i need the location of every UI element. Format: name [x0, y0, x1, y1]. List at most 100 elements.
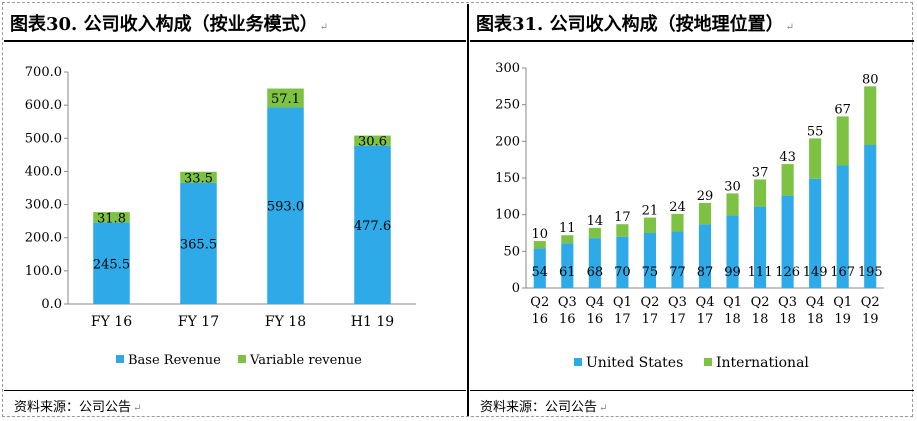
- legend-swatch: [238, 355, 246, 363]
- data-label: 195: [858, 265, 883, 280]
- x-tick-label: 18: [752, 312, 769, 327]
- bar-segment: [726, 215, 739, 288]
- x-tick-label: FY 18: [265, 314, 306, 330]
- title-rule: [470, 40, 914, 42]
- bar-segment: [864, 86, 877, 145]
- legend-label: International: [716, 355, 809, 371]
- y-tick-label: 300: [495, 61, 520, 76]
- bar-segment: [180, 182, 217, 304]
- bar-segment: [726, 193, 739, 216]
- source-note: 资料来源：公司公告 ↵: [14, 400, 142, 415]
- source-rule: [4, 390, 466, 391]
- data-label: 30: [724, 179, 741, 194]
- x-tick-label: Q4: [585, 295, 604, 310]
- data-label: 167: [830, 265, 855, 280]
- data-label: 43: [779, 150, 796, 165]
- data-label: 33.5: [184, 171, 213, 186]
- legend-label: Base Revenue: [128, 353, 221, 368]
- data-label: 111: [748, 265, 773, 280]
- x-tick-label: 16: [531, 312, 548, 327]
- bar-segment: [671, 213, 684, 232]
- bar-segment: [561, 243, 574, 288]
- data-label: 77: [669, 265, 686, 280]
- bar-segment: [698, 202, 712, 225]
- bar-segment: [93, 222, 130, 304]
- x-tick-label: Q3: [558, 295, 577, 310]
- y-tick-label: 500.0: [25, 131, 62, 146]
- x-tick-label: Q2: [751, 295, 770, 310]
- x-tick-label: 18: [779, 312, 796, 327]
- data-label: 57.1: [271, 92, 300, 107]
- bar-segment: [93, 212, 130, 223]
- data-label: 55: [807, 124, 824, 139]
- bar-segment: [354, 135, 391, 146]
- x-tick-label: 17: [614, 312, 631, 327]
- x-tick-label: 18: [807, 312, 824, 327]
- x-tick-label: H1 19: [351, 314, 394, 330]
- legend-swatch: [704, 358, 712, 366]
- data-label: 80: [862, 72, 879, 87]
- x-tick-label: 17: [697, 312, 714, 327]
- y-tick-label: 600.0: [25, 98, 62, 113]
- y-tick-label: 50: [503, 244, 520, 259]
- y-tick-label: 200.0: [25, 231, 62, 246]
- bar-segment: [561, 235, 574, 244]
- bar-segment: [616, 224, 629, 237]
- bar-segment: [698, 224, 712, 288]
- x-tick-label: 16: [587, 312, 604, 327]
- y-tick-label: 200: [495, 134, 520, 149]
- data-label: 61: [559, 265, 576, 280]
- data-label: 365.5: [180, 237, 217, 252]
- bar-segment: [754, 179, 767, 207]
- bar-segment: [588, 227, 601, 239]
- legend-label: Variable revenue: [249, 353, 362, 368]
- x-tick-label: Q2: [530, 295, 549, 310]
- bar-segment: [754, 206, 767, 288]
- y-tick-label: 700.0: [25, 65, 62, 80]
- bar-segment: [643, 233, 656, 288]
- data-label: 99: [724, 265, 741, 280]
- data-label: 37: [752, 165, 769, 180]
- y-tick-label: 100: [495, 208, 520, 223]
- y-tick-label: 250: [495, 98, 520, 113]
- y-tick-label: 400.0: [25, 164, 62, 179]
- x-tick-label: Q3: [778, 295, 797, 310]
- x-tick-label: 19: [862, 312, 879, 327]
- y-tick-label: 150: [495, 171, 520, 186]
- paragraph-mark-icon: ↵: [785, 22, 794, 33]
- data-label: 54: [531, 265, 548, 280]
- data-label: 68: [587, 265, 604, 280]
- bar-segment: [809, 138, 822, 179]
- bar-segment: [671, 231, 684, 288]
- paragraph-mark-icon: ↵: [133, 403, 142, 414]
- data-label: 31.8: [97, 211, 126, 226]
- data-label: 30.6: [358, 135, 387, 150]
- x-tick-label: Q1: [723, 295, 742, 310]
- revenue-by-geography-chart: 0 50 100 150 200 250 300 54 10 Q2 16 61 11 Q3 16 68 14 Q4…: [495, 61, 884, 371]
- x-tick-label: Q3: [668, 295, 687, 310]
- paragraph-mark-icon: ↵: [319, 22, 328, 33]
- x-tick-label: Q2: [640, 295, 659, 310]
- data-label: 126: [775, 265, 800, 280]
- x-tick-label: FY 17: [178, 314, 219, 330]
- x-tick-label: 18: [724, 312, 741, 327]
- bar-segment: [533, 241, 546, 249]
- x-tick-label: FY 16: [91, 314, 132, 330]
- legend-swatch: [116, 355, 124, 363]
- panel-title: 图表30. 公司收入构成（按业务模式） ↵: [10, 14, 328, 35]
- bar-segment: [781, 195, 794, 288]
- data-label: 70: [614, 265, 631, 280]
- paragraph-mark-icon: ↵: [599, 403, 608, 414]
- source-rule: [470, 390, 914, 391]
- data-label: 593.0: [267, 200, 304, 215]
- bar-segment: [267, 107, 304, 304]
- x-tick-label: Q1: [833, 295, 852, 310]
- bar-segment: [616, 236, 629, 288]
- x-tick-label: 17: [669, 312, 686, 327]
- x-tick-label: Q4: [806, 295, 825, 310]
- bar-segment: [836, 165, 849, 288]
- panel-revenue-by-business-model: 图表30. 公司收入构成（按业务模式） ↵ 0.0 100.0 200.0 300.0 4…: [4, 4, 466, 416]
- x-tick-label: 19: [834, 312, 851, 327]
- data-label: 477.6: [354, 219, 391, 234]
- panel-revenue-by-geography: 图表31. 公司收入构成（按地理位置） ↵ 0 50 100 150 200 250 300 5…: [470, 4, 914, 416]
